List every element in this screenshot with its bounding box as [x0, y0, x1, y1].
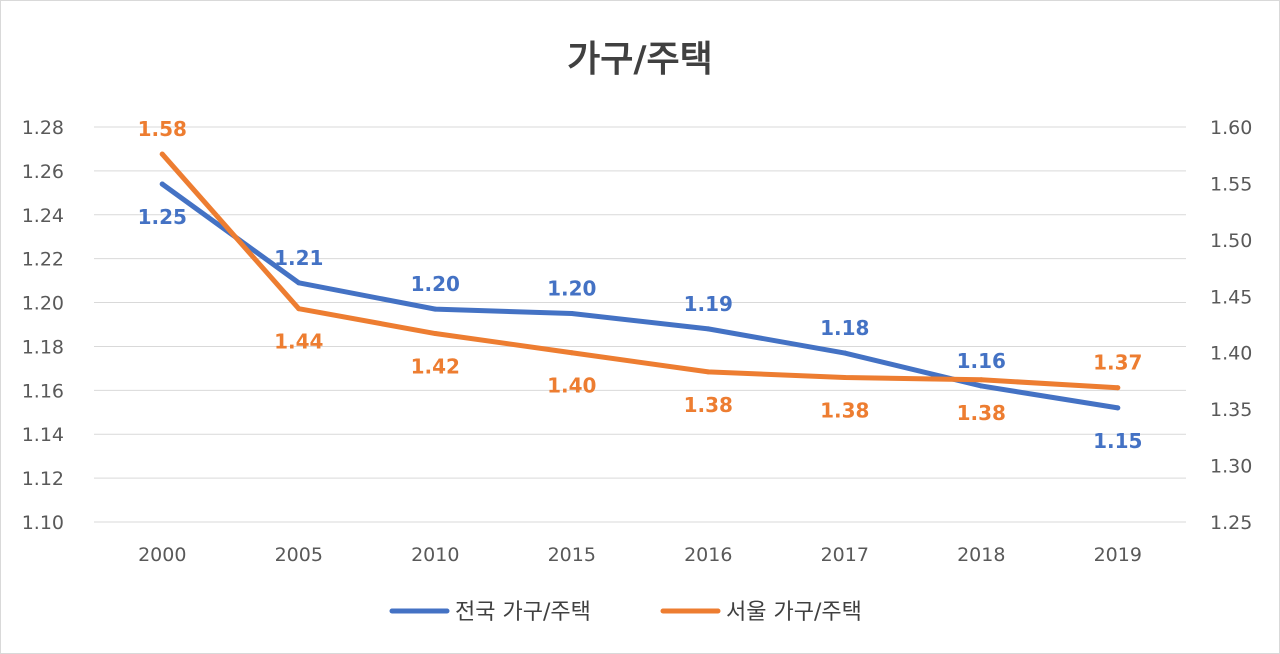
y-left-tick-label: 1.14: [22, 424, 64, 446]
legend-label: 전국 가구/주택: [455, 600, 591, 625]
y-left-tick-label: 1.18: [22, 336, 64, 358]
legend-label: 서울 가구/주택: [726, 600, 862, 625]
data-point: [705, 369, 711, 375]
y-left-tick-label: 1.26: [22, 161, 64, 183]
data-label: 1.38: [820, 399, 869, 423]
data-label: 1.44: [274, 330, 323, 354]
data-point: [1115, 405, 1121, 411]
data-point: [432, 306, 438, 312]
data-label: 1.16: [957, 349, 1006, 373]
data-label: 1.21: [274, 246, 323, 270]
data-point: [159, 151, 165, 157]
y-right-tick-label: 1.25: [1210, 512, 1252, 534]
y-left-tick-label: 1.22: [22, 249, 64, 271]
data-label: 1.42: [411, 355, 460, 379]
y-left-tick-label: 1.16: [22, 380, 64, 402]
data-label: 1.19: [684, 292, 733, 316]
data-point: [978, 383, 984, 389]
data-label: 1.25: [138, 205, 187, 229]
y-right-tick-label: 1.60: [1210, 117, 1252, 139]
x-tick-label: 2000: [138, 544, 186, 566]
data-point: [842, 375, 848, 381]
y-right-tick-label: 1.30: [1210, 456, 1252, 478]
x-tick-label: 2016: [684, 544, 732, 566]
y-left-tick-label: 1.24: [22, 205, 64, 227]
y-right-tick-label: 1.40: [1210, 343, 1252, 365]
data-label: 1.15: [1093, 429, 1142, 453]
data-label: 1.38: [957, 401, 1006, 425]
y-left-tick-label: 1.28: [22, 117, 64, 139]
data-label: 1.37: [1093, 351, 1142, 375]
data-label: 1.18: [820, 316, 869, 340]
data-point: [159, 181, 165, 187]
data-point: [569, 350, 575, 356]
data-point: [705, 326, 711, 332]
y-right-tick-label: 1.50: [1210, 230, 1252, 252]
data-point: [569, 311, 575, 317]
series-line-2: [159, 151, 1121, 391]
chart-title: 가구/주택: [567, 39, 713, 80]
data-label: 1.38: [684, 393, 733, 417]
data-point: [296, 280, 302, 286]
data-point: [978, 377, 984, 383]
data-label: 1.40: [547, 374, 596, 398]
y-left-tick-label: 1.20: [22, 293, 64, 315]
x-tick-label: 2010: [411, 544, 459, 566]
y-right-tick-label: 1.55: [1210, 173, 1252, 195]
x-tick-label: 2015: [548, 544, 596, 566]
x-tick-label: 2005: [275, 544, 323, 566]
x-tick-label: 2019: [1094, 544, 1142, 566]
data-label: 1.20: [411, 272, 460, 296]
data-label: 1.20: [547, 277, 596, 301]
y-left-tick-label: 1.12: [22, 468, 64, 490]
y-right-tick-label: 1.35: [1210, 399, 1252, 421]
x-tick-label: 2018: [957, 544, 1005, 566]
y-right-tick-label: 1.45: [1210, 286, 1252, 308]
data-label: 1.58: [138, 117, 187, 141]
y-left-tick-label: 1.10: [22, 512, 64, 534]
data-point: [1115, 385, 1121, 391]
data-point: [842, 350, 848, 356]
x-tick-label: 2017: [821, 544, 869, 566]
data-point: [432, 331, 438, 337]
series-line-1: [159, 181, 1121, 411]
data-point: [296, 306, 302, 312]
